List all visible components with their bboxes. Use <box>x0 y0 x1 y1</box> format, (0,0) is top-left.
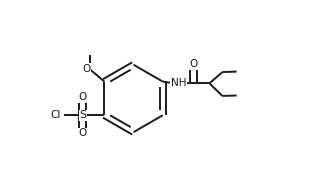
Text: O: O <box>190 59 198 69</box>
Text: NH: NH <box>171 78 186 88</box>
Text: O: O <box>79 128 87 138</box>
Text: O: O <box>83 64 91 74</box>
Text: O: O <box>79 92 87 102</box>
Text: S: S <box>79 110 86 120</box>
Text: Cl: Cl <box>51 110 61 120</box>
